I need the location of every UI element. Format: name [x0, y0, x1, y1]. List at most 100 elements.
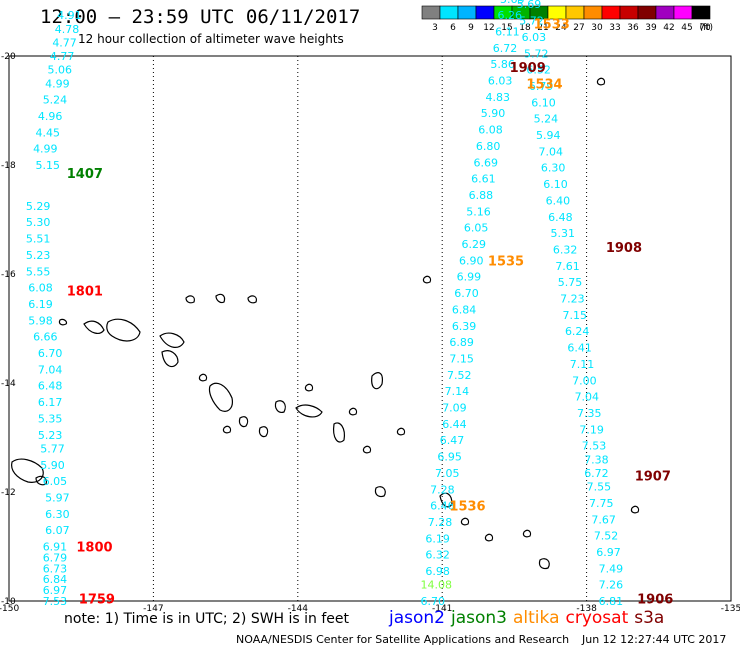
wave-height-value: 6.97 [596, 546, 621, 559]
wave-height-value: 6.98 [425, 565, 450, 578]
color-scale-legend: 3 6 9 12 15 18 21 24 27 30 33 36 39 42 45 70(ft) [421, 5, 713, 33]
wave-height-value: 6.17 [38, 396, 63, 409]
island [362, 445, 372, 454]
wave-height-value: 5.69 [517, 0, 542, 11]
wave-height-value: 5.29 [26, 200, 50, 213]
wave-height-value: 6.79 [43, 551, 67, 564]
wave-height-value: 7.52 [447, 369, 472, 382]
wave-height-value: 7.75 [589, 497, 614, 510]
wave-height-value: 6.08 [478, 124, 503, 137]
satellite-name-altika: altika [513, 608, 560, 628]
wave-height-value: 5.06 [48, 64, 73, 77]
wave-height-value: 4.96 [38, 110, 63, 123]
legend-label: 9 [468, 23, 474, 33]
wave-height-value: 7.52 [594, 530, 619, 543]
wave-height-value: 6.08 [28, 282, 53, 295]
wave-height-value: 6.32 [553, 243, 578, 256]
wave-height-value: 6.10 [531, 96, 556, 109]
wave-height-value: 5.35 [38, 412, 63, 425]
wave-height-value: 6.61 [471, 173, 496, 186]
wave-height-value: 6.07 [45, 524, 70, 537]
island [295, 404, 323, 418]
legend-label: 6 [450, 23, 456, 33]
wave-height-value: 7.26 [599, 579, 624, 592]
pass-time-label: 1906 [637, 592, 673, 607]
island [538, 558, 550, 570]
wave-height-value: 6.30 [541, 162, 566, 175]
island [83, 320, 105, 334]
wave-height-value: 6.89 [449, 336, 474, 349]
wave-height-value: 6.72 [493, 42, 518, 55]
wave-height-value: 6.73 [43, 562, 67, 575]
wave-height-value: 7.35 [577, 407, 602, 420]
wave-height-value: 7.00 [572, 374, 597, 387]
pass-time-label: 1533 [534, 17, 570, 32]
wave-height-value: 7.14 [445, 385, 470, 398]
island [11, 458, 44, 483]
wave-height-value: 5.15 [35, 159, 60, 172]
wave-height-value: 7.04 [38, 363, 63, 376]
wave-height-value: 6.44 [442, 418, 467, 431]
island [304, 383, 314, 392]
wave-height-value: 5.63 [500, 0, 524, 6]
wave-height-value: 4.77 [52, 36, 77, 49]
wave-height-value: 6.24 [565, 325, 590, 338]
island [374, 486, 386, 498]
legend-unit: (ft) [699, 23, 713, 33]
wave-height-value: 6.48 [548, 211, 573, 224]
wave-height-value: 6.70 [421, 595, 446, 608]
wave-height-value: 6.03 [488, 75, 512, 88]
wave-height-value: 7.28 [430, 483, 455, 496]
map-subtitle: 12 hour collection of altimeter wave hei… [78, 32, 344, 46]
wave-height-value: 5.23 [26, 249, 50, 262]
credit-line: NOAA/NESDIS Center for Satellite Applica… [236, 633, 570, 646]
wave-height-value: 5.97 [45, 491, 70, 504]
lon-tick-label: -138 [576, 604, 597, 614]
wave-height-value: 4.91 [57, 9, 81, 22]
generated-timestamp: Jun 12 12:27:44 UTC 2017 [582, 633, 727, 646]
lon-tick-label: -147 [143, 604, 163, 614]
wave-height-value: 7.05 [435, 467, 460, 480]
legend-label: 70 [699, 23, 711, 33]
island [161, 350, 179, 368]
legend-label: 24 [555, 23, 567, 33]
wave-height-value: 6.03 [522, 31, 547, 44]
wave-height-value: 6.48 [38, 380, 63, 393]
footer-note: note: 1) Time is in UTC; 2) SWH is in fe… [64, 611, 350, 627]
wave-height-value: 6.52 [526, 64, 551, 77]
pass-time-label: 1534 [526, 77, 562, 92]
island [258, 426, 269, 438]
island [58, 318, 68, 326]
legend-label: 30 [591, 23, 603, 33]
wave-height-value: 6.40 [546, 194, 571, 207]
wave-height-value: 6.26 [498, 9, 523, 22]
wave-height-value: 6.84 [43, 573, 67, 586]
wave-height-value: 4.77 [50, 50, 74, 63]
legend-label: 45 [681, 23, 692, 33]
wave-height-value: 6.91 [43, 541, 67, 554]
lon-tick-label: -141 [432, 604, 452, 614]
wave-height-value: 5.86 [490, 58, 515, 71]
legend-label: 3 [432, 23, 438, 33]
lon-tick-label: -144 [288, 604, 309, 614]
wave-height-value: 14.08 [421, 579, 453, 592]
wave-height-value: 4.78 [55, 23, 80, 36]
wave-height-value: 6.70 [454, 287, 479, 300]
wave-height-value: 5.77 [40, 442, 65, 455]
wave-height-value: 5.23 [38, 429, 63, 442]
lat-tick-label: -14 [1, 379, 16, 389]
lon-tick-label: -135 [721, 604, 740, 614]
wave-height-value: 6.05 [464, 222, 489, 235]
wave-height-value: 6.41 [567, 342, 592, 355]
island [238, 416, 249, 428]
legend-label: 39 [645, 23, 657, 33]
wave-height-value: 7.09 [442, 402, 467, 415]
wave-height-value: 7.53 [43, 595, 67, 608]
island [348, 407, 358, 416]
pass-time-label: 1536 [449, 500, 485, 515]
wave-height-value: 7.55 [587, 481, 612, 494]
wave-height-value: 4.99 [45, 77, 70, 90]
pass-time-label: 1800 [76, 541, 112, 556]
wave-height-value: 7.28 [428, 516, 453, 529]
